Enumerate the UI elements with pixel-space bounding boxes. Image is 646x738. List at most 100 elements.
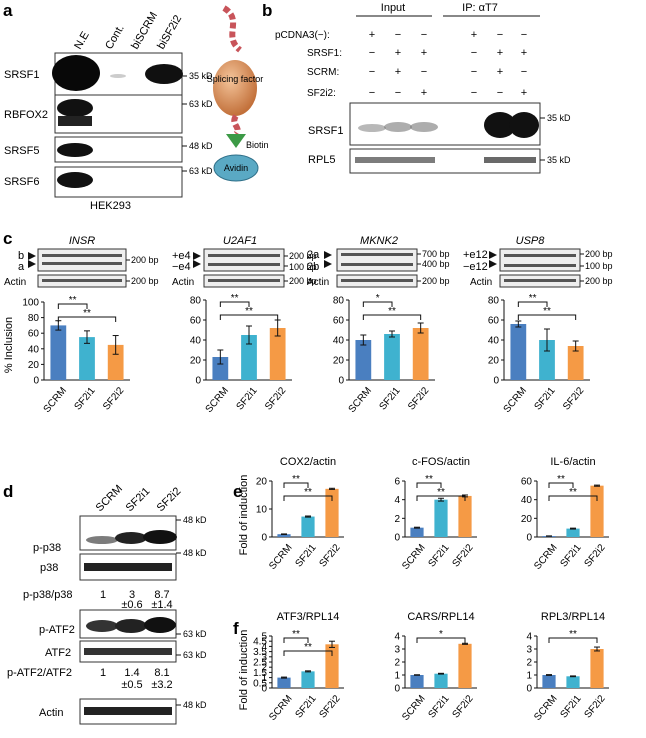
band	[57, 99, 93, 117]
rna-strand-icon	[231, 114, 241, 137]
quant-value: 3	[129, 589, 135, 601]
bar	[269, 328, 286, 380]
bar	[566, 528, 580, 537]
bar	[510, 324, 527, 380]
gene-title: MKNK2	[360, 235, 398, 247]
actin-label: Actin	[307, 277, 329, 288]
bar	[434, 673, 448, 688]
band	[52, 55, 100, 91]
band	[84, 563, 172, 571]
lane-label: SCRM	[94, 483, 125, 514]
protein-label: p38	[40, 562, 58, 574]
significance-bracket	[548, 495, 598, 501]
significance-bracket	[416, 482, 442, 488]
bar	[355, 340, 372, 380]
band	[57, 172, 93, 188]
quant-error: ±1.4	[151, 599, 172, 611]
band	[42, 279, 122, 282]
significance-label: **	[83, 308, 91, 319]
blot-srsf6	[54, 166, 183, 198]
y-axis-label: Fold of induction	[238, 630, 250, 711]
sign-mark: −	[369, 47, 375, 59]
y-tick-label: 4	[526, 632, 532, 643]
bp-marker: 200 bp	[585, 249, 613, 259]
significance-bracket	[416, 495, 466, 501]
marker-label: 48 kD	[183, 515, 207, 525]
group-label-input: Input	[381, 2, 405, 14]
band	[143, 530, 177, 544]
panel-letter-b: b	[262, 1, 272, 20]
actin-label: Actin	[470, 277, 492, 288]
x-tick-label: SCRM	[400, 542, 427, 572]
isoform-label: 2a	[307, 249, 320, 261]
quant-value: 1.4	[124, 667, 139, 679]
band	[355, 157, 435, 163]
sign-mark: +	[471, 29, 477, 41]
sign-mark: +	[421, 87, 427, 99]
x-tick-label: SCRM	[532, 542, 559, 572]
panel-letter-c: c	[3, 229, 12, 248]
condition-label: SRSF1:	[307, 48, 342, 59]
band	[57, 143, 93, 157]
band	[115, 532, 147, 544]
bar	[301, 671, 315, 688]
band	[144, 617, 176, 633]
chart-title: CARS/RPL14	[407, 611, 474, 623]
y-tick-label: 80	[488, 296, 500, 307]
x-tick-label: SF2i1	[234, 385, 259, 412]
quant-value: 1	[100, 667, 106, 679]
marker-label: 63 kD	[183, 629, 207, 639]
x-tick-label: SF2i1	[293, 542, 318, 569]
chart-title: ATF3/RPL14	[277, 611, 340, 623]
splicing-factor-icon	[213, 60, 257, 116]
band	[115, 619, 147, 633]
marker-label: 35 kD	[547, 155, 571, 165]
y-tick-label: 1	[261, 673, 267, 684]
gene-title: USP8	[516, 235, 546, 247]
panel-b: Input IP: αT7 pCDNA3(−): SRSF1: SCRM: SF…	[275, 2, 571, 174]
bar	[412, 328, 429, 380]
band	[208, 254, 280, 257]
condition-label: SCRM:	[307, 67, 339, 78]
marker-label: 35 kD	[189, 71, 213, 81]
bar	[325, 644, 339, 688]
bp-marker: 100 bp	[289, 262, 317, 272]
y-tick-label: 20	[333, 356, 345, 367]
band	[484, 157, 536, 163]
marker-label: 48 kD	[189, 141, 213, 151]
y-axis-label: % Inclusion	[3, 317, 15, 373]
bar	[458, 643, 472, 688]
significance-bracket	[283, 650, 333, 656]
y-tick-label: 4	[394, 495, 400, 506]
x-tick-label: SF2i1	[426, 542, 451, 569]
protein-label: SRSF1	[4, 69, 39, 81]
avidin-label: Avidin	[224, 163, 248, 173]
lane-label: Cont.	[103, 23, 127, 52]
x-tick-label: SF2i2	[263, 385, 288, 412]
protein-label: SRSF6	[4, 176, 39, 188]
lane-label: SF2i1	[124, 485, 153, 514]
band	[42, 262, 122, 265]
y-tick-label: 80	[333, 296, 345, 307]
panel-a: N.E Cont. biSCRM biSF2i2 SRSF1 RBFOX2 SR…	[4, 5, 269, 212]
protein-label: RBFOX2	[4, 109, 48, 121]
gene-title: U2AF1	[223, 235, 257, 247]
y-tick-label: 60	[28, 329, 40, 340]
sign-mark: +	[497, 47, 503, 59]
significance-bracket	[517, 314, 577, 320]
y-tick-label: 80	[28, 313, 40, 324]
y-tick-label: 3.5	[253, 647, 267, 658]
condition-label: SF2i2:	[307, 88, 336, 99]
y-tick-label: 1	[394, 671, 400, 682]
band	[509, 112, 539, 138]
significance-bracket	[548, 637, 598, 643]
sign-mark: −	[471, 87, 477, 99]
y-tick-label: 60	[521, 477, 533, 488]
significance-bracket	[362, 314, 422, 320]
gel-strip	[336, 248, 418, 272]
sign-mark: −	[421, 29, 427, 41]
x-tick-label: SF2i2	[101, 385, 126, 412]
